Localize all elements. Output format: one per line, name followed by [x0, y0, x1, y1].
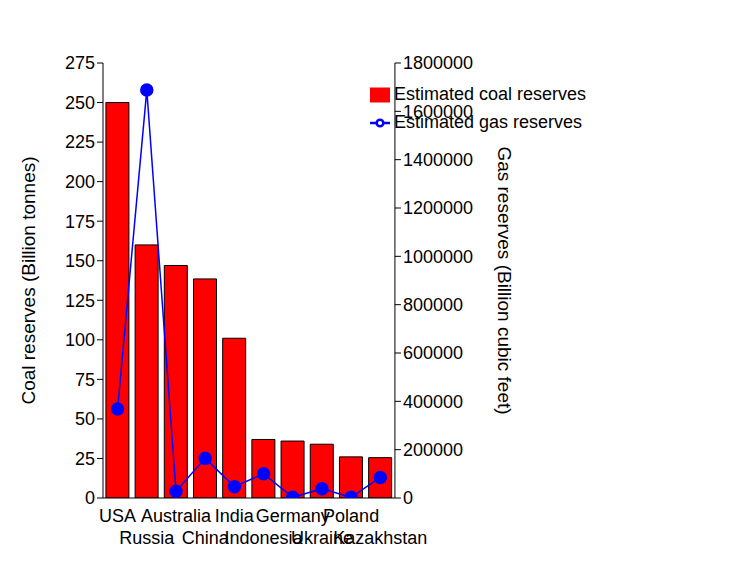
- svg-text:Germany: Germany: [256, 506, 330, 526]
- svg-text:0: 0: [85, 488, 95, 508]
- svg-text:600000: 600000: [403, 343, 463, 363]
- svg-text:China: China: [182, 528, 230, 548]
- svg-text:1200000: 1200000: [403, 198, 473, 218]
- svg-text:0: 0: [403, 488, 413, 508]
- svg-text:175: 175: [65, 212, 95, 232]
- svg-text:75: 75: [75, 370, 95, 390]
- svg-text:USA: USA: [99, 506, 136, 526]
- svg-text:150: 150: [65, 251, 95, 271]
- svg-text:1000000: 1000000: [403, 247, 473, 267]
- svg-text:125: 125: [65, 291, 95, 311]
- svg-text:400000: 400000: [403, 392, 463, 412]
- svg-text:Kazakhstan: Kazakhstan: [333, 528, 427, 548]
- svg-text:India: India: [215, 506, 255, 526]
- svg-text:1800000: 1800000: [403, 53, 473, 73]
- svg-text:1400000: 1400000: [403, 150, 473, 170]
- svg-text:250: 250: [65, 93, 95, 113]
- svg-text:1600000: 1600000: [403, 102, 473, 122]
- svg-text:Gas reserves (Billion cubic fe: Gas reserves (Billion cubic feet): [494, 146, 515, 414]
- svg-text:200000: 200000: [403, 440, 463, 460]
- svg-text:800000: 800000: [403, 295, 463, 315]
- svg-text:225: 225: [65, 132, 95, 152]
- svg-text:275: 275: [65, 53, 95, 73]
- svg-text:25: 25: [75, 449, 95, 469]
- svg-text:100: 100: [65, 330, 95, 350]
- svg-text:200: 200: [65, 172, 95, 192]
- svg-text:Australia: Australia: [141, 506, 212, 526]
- svg-text:Russia: Russia: [119, 528, 175, 548]
- svg-text:50: 50: [75, 409, 95, 429]
- svg-text:Poland: Poland: [323, 506, 379, 526]
- svg-text:Coal reserves (Billion tonnes): Coal reserves (Billion tonnes): [18, 156, 39, 404]
